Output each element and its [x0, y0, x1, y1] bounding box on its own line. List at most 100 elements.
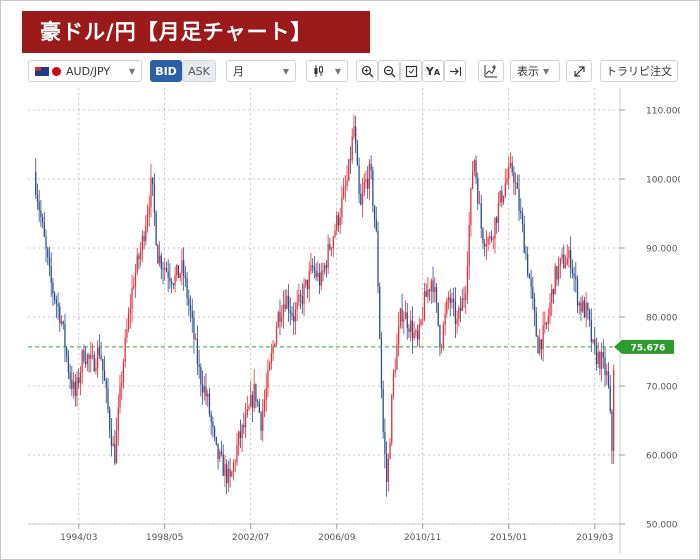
candle-up	[346, 180, 348, 187]
candle-up	[303, 284, 305, 304]
candle-down	[372, 170, 374, 206]
candle-down	[377, 231, 379, 287]
candle-down	[496, 217, 498, 223]
candle-down	[401, 308, 403, 322]
candle-up	[227, 468, 230, 484]
zoom-out-button[interactable]	[378, 60, 400, 82]
candle-up	[122, 362, 125, 383]
candle-down	[576, 279, 579, 306]
jump-end-button[interactable]	[444, 60, 466, 82]
candle-down	[53, 293, 56, 301]
candle-up	[394, 369, 396, 373]
fullscreen-icon	[573, 65, 585, 77]
candle-up	[578, 302, 580, 306]
candle-down	[93, 354, 95, 372]
candle-up	[117, 407, 119, 432]
candle-down	[291, 313, 293, 316]
candle-down	[40, 210, 42, 218]
candle-down	[439, 325, 441, 348]
x-tick-label: 2002/07	[232, 533, 269, 543]
candle-down	[41, 217, 44, 223]
candle-up	[310, 265, 312, 272]
zoom-in-button[interactable]	[356, 60, 378, 82]
fullscreen-button[interactable]	[566, 60, 592, 82]
candle-down	[260, 412, 262, 431]
candle-up	[365, 179, 367, 182]
candle-down	[367, 179, 369, 189]
candle-down	[157, 244, 159, 264]
candle-down	[602, 352, 604, 358]
candle-up	[559, 258, 561, 266]
candle-up	[145, 226, 147, 241]
candle-down	[545, 322, 548, 324]
candle-down	[379, 286, 381, 339]
candle-down	[325, 265, 328, 268]
candle-up	[557, 265, 560, 280]
candle-up	[420, 320, 422, 325]
candle-up	[262, 411, 264, 431]
candle-up	[60, 321, 63, 324]
candle-up	[234, 462, 236, 464]
candle-up	[544, 322, 546, 326]
candle-down	[459, 308, 462, 311]
candle-up	[415, 330, 417, 333]
indicator-button[interactable]	[478, 60, 504, 82]
candle-up	[129, 308, 131, 314]
candle-down	[537, 336, 539, 354]
candle-down	[355, 126, 357, 145]
candle-up	[447, 297, 450, 301]
candle-up	[148, 207, 150, 215]
candle-up	[487, 238, 489, 245]
candle-down	[78, 377, 80, 384]
fit-button[interactable]	[400, 60, 422, 82]
candle-up	[353, 126, 355, 137]
candle-up	[391, 395, 393, 443]
candle-up	[294, 309, 297, 322]
candle-down	[84, 361, 87, 365]
candle-down	[100, 355, 102, 360]
candle-down	[35, 172, 37, 195]
candle-up	[79, 372, 82, 384]
candle-down	[590, 320, 592, 342]
japan-flag-icon	[52, 66, 61, 76]
candle-down	[226, 464, 228, 484]
timeframe-select[interactable]: 月 ▼	[226, 60, 296, 82]
bid-button[interactable]: BID	[150, 60, 182, 82]
candle-up	[399, 308, 402, 326]
candle-up	[181, 260, 183, 274]
indicator-icon	[484, 65, 497, 78]
jump-end-icon	[449, 66, 461, 76]
candle-down	[196, 338, 199, 365]
ya-icon: YA	[425, 64, 441, 78]
candle-up	[115, 431, 118, 464]
candle-down	[186, 278, 188, 299]
candle-down	[36, 194, 39, 202]
candle-down	[556, 266, 558, 280]
candle-up	[613, 369, 615, 451]
candle-up	[248, 406, 250, 409]
ya-button[interactable]: YA	[422, 60, 444, 82]
trade-order-button[interactable]: トラリピ注文	[600, 60, 678, 82]
candle-down	[322, 271, 324, 273]
candle-up	[281, 316, 283, 322]
ask-button[interactable]: ASK	[182, 60, 216, 82]
candle-down	[587, 303, 589, 311]
candle-up	[90, 355, 92, 359]
candle-down	[299, 294, 302, 296]
candle-up	[241, 424, 243, 439]
candle-down	[521, 213, 524, 225]
candle-up	[413, 332, 415, 339]
candle-down	[480, 203, 482, 229]
x-tick-label: 2006/09	[318, 533, 356, 543]
candle-up	[418, 324, 420, 340]
pair-select[interactable]: AUD/JPY ▼	[28, 60, 142, 82]
chart-type-select[interactable]: ▼	[306, 60, 348, 82]
x-tick-label: 2015/01	[490, 533, 527, 543]
candle-up	[127, 313, 130, 330]
candle-up	[485, 244, 488, 247]
candle-up	[136, 255, 138, 273]
candle-up	[492, 239, 494, 240]
candle-down	[155, 212, 157, 245]
display-menu[interactable]: 表示 ▼	[510, 60, 560, 82]
zoom-out-icon	[383, 65, 395, 77]
